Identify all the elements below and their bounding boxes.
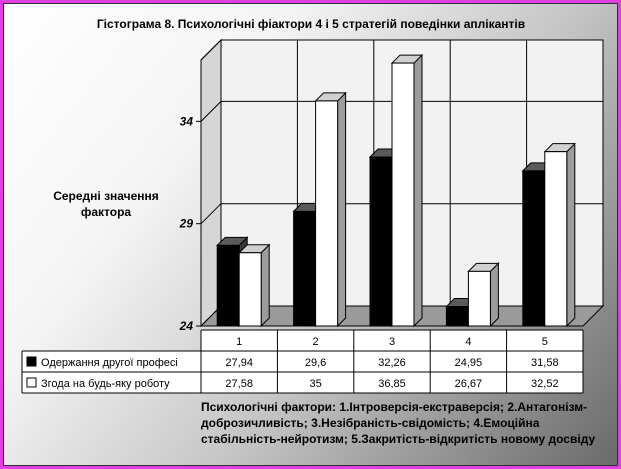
data-label: 27,58 [225, 378, 253, 390]
y-tick-label: 34 [180, 114, 194, 128]
bar-s1-c4 [445, 306, 469, 327]
bar-side [413, 53, 423, 328]
bar-s2-c5 [544, 151, 568, 327]
frame-edge [200, 39, 222, 61]
bar-side [337, 91, 347, 328]
bar-s2-c1 [238, 252, 262, 327]
data-label: 24,95 [455, 357, 483, 369]
bar-side [489, 262, 499, 328]
y-tick-label: 24 [179, 319, 194, 333]
table-header-bg [201, 330, 583, 351]
data-label: 35 [309, 378, 321, 390]
x-tick-label: 1 [236, 336, 242, 348]
chart-footnote: стабільність-нейротизм; 5.Закритість-від… [201, 432, 595, 446]
data-label: 29,6 [305, 357, 326, 369]
chart-title: Гістограма 8. Психологічні фіактори 4 і … [97, 17, 525, 31]
data-label: 26,67 [455, 378, 483, 390]
x-tick-label: 4 [465, 336, 471, 348]
bar-s2-c4 [467, 270, 491, 327]
legend-entry: Одержання другої професі [41, 357, 178, 369]
y-axis-label: Середні значення [53, 189, 159, 203]
gridline [200, 203, 603, 225]
data-label: 27,94 [225, 357, 253, 369]
x-tick-label: 5 [542, 336, 548, 348]
y-tick-label: 29 [179, 217, 194, 231]
bar-s2-c2 [315, 100, 339, 327]
bar-s1-c3 [369, 156, 393, 327]
bar-s1-c5 [522, 170, 546, 327]
bar-side [566, 142, 576, 328]
legend-swatch [26, 377, 37, 388]
gridline [200, 100, 603, 122]
data-label: 31,58 [531, 357, 559, 369]
chart-canvas: Гістограма 8. Психологічні фіактори 4 і … [21, 17, 605, 446]
bar-s1-c2 [293, 210, 317, 327]
chart-footnote: Психологічні фактори: 1.Інтроверсія-екст… [201, 400, 587, 414]
data-label: 32,26 [378, 357, 406, 369]
bar-side [260, 243, 270, 328]
legend-swatch [26, 356, 37, 367]
bar-s1-c1 [216, 244, 240, 327]
data-label: 32,52 [531, 378, 559, 390]
legend-entry: Згода на будь-яку роботу [41, 378, 170, 390]
chart-footnote: доброзичливість; 3.Незібраність-свідоміс… [201, 416, 540, 430]
data-label: 36,85 [378, 378, 406, 390]
chart-frame: Гістограма 8. Психологічні фіактори 4 і … [3, 3, 618, 466]
x-tick-label: 3 [389, 336, 395, 348]
bar-s2-c3 [391, 62, 415, 327]
y-axis-label: фактора [81, 205, 132, 219]
x-tick-label: 2 [313, 336, 319, 348]
